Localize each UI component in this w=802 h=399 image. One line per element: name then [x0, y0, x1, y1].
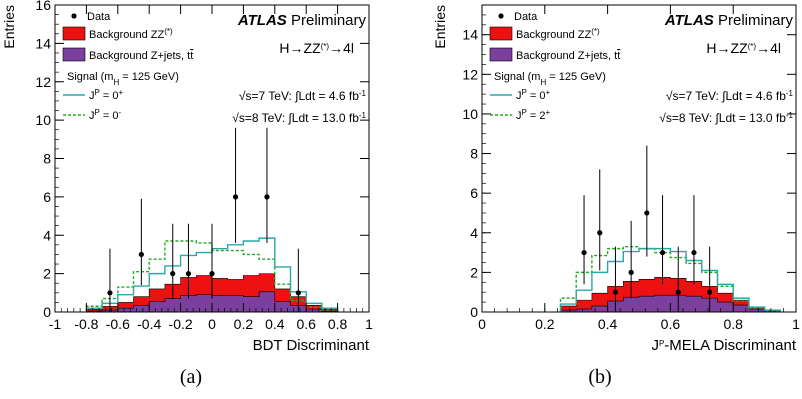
x-tick-label-1: -0.8: [74, 316, 98, 332]
data-point-6: [264, 194, 270, 200]
data-point-2: [612, 289, 619, 295]
x-tick-label-4: 0.8: [723, 316, 743, 332]
data-point-3: [628, 269, 634, 275]
figure: -1 -0.8 -0.6 -0.4 -0.2 0 0.2 0.4 0.6 0.8 102468101…: [1, 0, 800, 354]
data-point-7: [691, 249, 697, 256]
x-tick-label-6: 0.2: [234, 316, 254, 332]
atlas-label: ATLAS Preliminary: [237, 12, 367, 29]
y-axis-label: Entries: [432, 5, 448, 49]
data-point-3: [185, 271, 192, 277]
y-tick-label-5: 10: [462, 106, 478, 122]
y-tick-label-7: 14: [35, 35, 51, 51]
data-point-6: [675, 289, 681, 295]
y-tick-label-1: 2: [43, 266, 51, 282]
legend-zjets-swatch: [489, 47, 513, 62]
atlas-label: ATLAS Preliminary: [664, 12, 794, 29]
x-tick-label-2: -0.6: [106, 316, 130, 332]
lumi-8tev: √s=8 TeV: ∫Ldt = 13.0 fb-1: [232, 111, 366, 126]
legend-sig1-label: JP = 0+: [89, 88, 124, 103]
data-point-1: [138, 251, 144, 258]
process-label: H→ZZ(*)→4l: [706, 40, 781, 56]
legend-zjets-swatch: [62, 47, 86, 62]
data-point-7: [295, 290, 301, 296]
x-tick-label-2: 0.4: [598, 316, 618, 332]
lumi-8tev: √s=8 TeV: ∫Ldt = 13.0 fb-1: [659, 111, 793, 126]
data-point-5: [659, 249, 666, 256]
legend-sig2-label: JP = 2+: [516, 108, 551, 123]
x-tick-label-5: 1: [792, 316, 800, 332]
y-axis-label: Entries: [1, 5, 17, 49]
x-tick-label-0: -1: [49, 316, 62, 332]
legend-sig2-label: JP = 0-: [89, 108, 122, 123]
plot-frame: [481, 4, 797, 313]
x-tick-label-10: 1: [365, 316, 373, 332]
y-tick-label-3: 6: [43, 189, 51, 205]
y-tick-label-6: 12: [462, 66, 478, 82]
caption-a: (a): [179, 366, 203, 388]
x-tick-label-5: 0: [208, 316, 216, 332]
x-tick-label-1: 0.2: [535, 316, 555, 332]
x-tick-label-7: 0.4: [265, 316, 285, 332]
legend-zz-swatch: [62, 26, 86, 41]
lumi-7tev: √s=7 TeV: ∫Ldt = 4.6 fb-1: [666, 89, 794, 104]
x-tick-label-0: 0: [478, 316, 486, 332]
data-point-0: [107, 290, 113, 296]
y-tick-label-8: 16: [35, 0, 51, 13]
y-tick-label-5: 10: [35, 112, 51, 128]
x-tick-label-3: 0.6: [661, 316, 681, 332]
legend-sig1-label: JP = 0+: [516, 88, 551, 103]
legend-zz-label: Background ZZ(*): [89, 27, 173, 42]
y-tick-label-0: 0: [43, 304, 51, 320]
chart-panel-a: -1 -0.8 -0.6 -0.4 -0.2 0 0.2 0.4 0.6 0.8 102468101…: [1, 0, 373, 354]
x-axis-label: BDT Discriminant: [253, 337, 370, 354]
legend-signal-header: Signal (mH = 125 GeV): [494, 71, 606, 87]
legend-data-label: Data: [87, 11, 111, 23]
y-tick-label-6: 12: [35, 74, 51, 90]
legend-zjets-label: Background Z+jets, tt: [516, 50, 620, 62]
chart-panel-b: 0 0.2 0.4 0.6 0.8 102468101214EntriesJP-MELA …: [432, 4, 800, 354]
legend-data-marker: [71, 13, 77, 19]
data-point-5: [232, 194, 239, 200]
y-tick-label-4: 8: [43, 151, 51, 167]
legend-signal-header: Signal (mH = 125 GeV): [67, 71, 179, 87]
y-tick-label-7: 14: [462, 27, 478, 43]
y-tick-label-1: 2: [470, 264, 478, 280]
y-tick-label-4: 8: [470, 146, 478, 162]
lumi-7tev: √s=7 TeV: ∫Ldt = 4.6 fb-1: [239, 89, 367, 104]
y-tick-label-2: 4: [43, 227, 51, 243]
signal-alt-line: [559, 245, 781, 312]
x-tick-label-3: -0.4: [137, 316, 161, 332]
data-point-4: [644, 210, 650, 216]
data-point-8: [707, 289, 713, 295]
data-point-4: [209, 271, 215, 277]
signal-0plus-line: [559, 247, 781, 312]
process-label: H→ZZ(*)→4l: [279, 40, 354, 56]
data-point-1: [597, 230, 603, 236]
x-tick-label-8: 0.6: [296, 316, 316, 332]
data-point-2: [170, 271, 176, 277]
legend-data-label: Data: [514, 11, 538, 23]
x-axis-label: JP-MELA Discriminant: [651, 337, 796, 354]
y-tick-label-3: 6: [470, 185, 478, 201]
caption-b: (b): [588, 366, 612, 388]
legend-data-marker: [498, 13, 504, 19]
legend-zz-label: Background ZZ(*): [516, 27, 600, 42]
legend-zjets-label: Background Z+jets, tt: [89, 50, 193, 62]
legend-zz-swatch: [489, 26, 513, 41]
data-point-0: [581, 249, 587, 256]
y-tick-label-0: 0: [470, 304, 478, 320]
y-tick-label-2: 4: [470, 225, 478, 241]
x-tick-label-9: 0.8: [328, 316, 348, 332]
x-tick-label-4: -0.2: [169, 316, 193, 332]
